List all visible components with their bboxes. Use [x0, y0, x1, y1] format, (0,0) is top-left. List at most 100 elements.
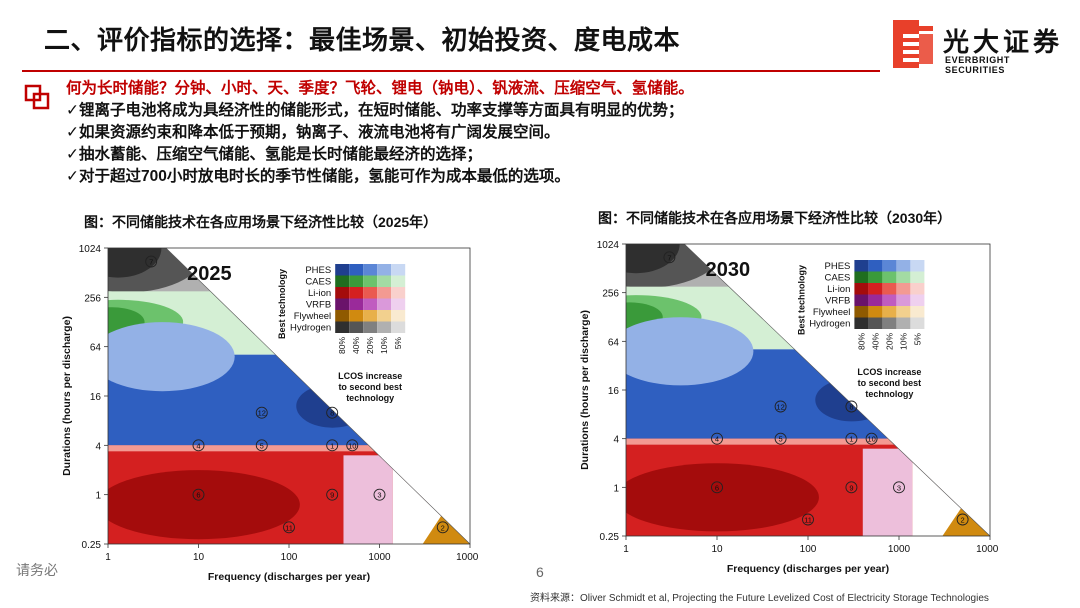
scenario-marker: 6 — [711, 481, 723, 494]
legend-tech-label: Hydrogen — [290, 323, 331, 334]
legend-scale-label: technology — [346, 393, 394, 403]
scenario-marker-label: 6 — [715, 483, 719, 492]
heatmap-regions — [626, 244, 990, 536]
legend-swatch — [363, 298, 378, 310]
scenario-marker-label: 5 — [260, 441, 264, 450]
legend-swatch — [335, 321, 350, 333]
scenario-marker-label: 10 — [867, 435, 875, 444]
x-tick-label: 100 — [281, 552, 298, 563]
scenario-marker: 2 — [436, 521, 449, 534]
legend-swatch — [896, 317, 911, 329]
scenario-marker-circle — [802, 513, 814, 526]
legend-swatch — [910, 271, 925, 283]
scenario-marker: 5 — [774, 432, 787, 445]
legend: Best technology PHESCAESLi-ionVRFBFlywhee… — [277, 264, 406, 403]
scenario-marker-label: 3 — [897, 483, 901, 492]
legend-level-label: 10% — [898, 333, 908, 350]
y-tick-label: 64 — [608, 337, 620, 348]
legend-swatch — [363, 310, 378, 322]
scenario-marker-circle — [255, 406, 268, 419]
y-tick-label: 64 — [90, 343, 102, 354]
legend-level-label: 20% — [884, 333, 894, 350]
chart-caption-2025: 图：不同储能技术在各应用场景下经济性比较（2025年） — [84, 214, 438, 230]
scenario-marker: 6 — [192, 488, 205, 501]
legend-swatch — [854, 317, 869, 329]
legend-swatch — [868, 294, 883, 306]
logo-name-en: EVERBRIGHT SECURITIES — [945, 55, 1011, 75]
scenario-marker-circle — [845, 481, 858, 494]
legend-swatch — [377, 310, 392, 322]
page-number: 6 — [536, 564, 544, 580]
scenario-marker-label: 11 — [804, 516, 812, 525]
legend-swatch — [377, 287, 392, 299]
year-label: 2025 — [187, 263, 232, 285]
legend-swatch — [882, 294, 897, 306]
y-axis-title: Durations (hours per discharge) — [61, 316, 73, 476]
slide-title: 二、评价指标的选择：最佳场景、初始投资、度电成本 — [44, 25, 681, 55]
x-tick-label: 10 — [193, 552, 205, 563]
y-tick-label: 1 — [613, 483, 619, 494]
scenario-marker: 4 — [192, 439, 205, 452]
scenario-marker-circle — [956, 513, 969, 526]
scenario-marker-label: 2 — [961, 516, 965, 525]
legend-tech-label: Li-ion — [308, 288, 331, 299]
scenario-marker: 9 — [326, 488, 339, 501]
scenario-marker-circle — [326, 488, 339, 501]
y-tick-label: 0.25 — [82, 540, 102, 551]
legend-swatch — [391, 287, 406, 299]
chart-2025: 1101001000100000.251416642561024Frequenc… — [61, 244, 478, 583]
legend-tech-label: Flywheel — [294, 311, 332, 322]
scenario-marker-circle — [845, 400, 858, 413]
region-phes-light — [626, 317, 754, 386]
legend-swatch — [882, 260, 897, 272]
scenario-marker: 1 — [326, 439, 339, 452]
heatmap-regions — [108, 248, 470, 544]
title-rule — [22, 70, 880, 72]
scenario-marker: 2 — [956, 513, 969, 526]
scenario-marker-circle — [255, 439, 268, 452]
region-transition — [862, 448, 913, 536]
section-bullet-icon — [24, 84, 50, 110]
legend-swatch — [868, 283, 883, 295]
legend-tech-label: PHES — [825, 261, 851, 272]
scenario-marker-label: 8 — [330, 409, 334, 418]
chart-caption-2030: 图：不同储能技术在各应用场景下经济性比较（2030年） — [598, 210, 952, 226]
legend-swatch — [391, 264, 406, 276]
scenario-marker: 1 — [845, 432, 858, 445]
bullet-item-1: ✓锂离子电池将成为具经济性的储能形式，在短时储能、功率支撑等方面具有明显的优势； — [66, 102, 684, 119]
legend-swatch — [882, 306, 897, 318]
x-axis-title: Frequency (discharges per year) — [727, 563, 889, 575]
scenario-marker-circle — [774, 432, 787, 445]
y-tick-label: 1024 — [79, 244, 102, 255]
legend-swatch — [335, 298, 350, 310]
y-tick-label: 256 — [84, 293, 101, 304]
legend-swatch — [349, 321, 364, 333]
legend-swatch — [868, 260, 883, 272]
legend-swatch — [896, 306, 911, 318]
scenario-marker-circle — [893, 481, 905, 494]
legend-swatch — [868, 317, 883, 329]
legend-tech-label: CAES — [825, 273, 851, 284]
scenario-marker-label: 10 — [348, 441, 356, 450]
x-tick-label: 1 — [105, 552, 111, 563]
scenario-marker-label: 8 — [849, 402, 853, 411]
x-axis-title: Frequency (discharges per year) — [208, 571, 370, 583]
scenario-marker-circle — [436, 521, 449, 534]
scenario-marker-circle — [774, 400, 787, 413]
company-logo: 光大证券 EVERBRIGHT SECURITIES — [893, 20, 1063, 75]
legend-swatch — [868, 306, 883, 318]
region-li-ion-edge — [108, 445, 470, 452]
region-hydrogen-deep — [626, 244, 680, 274]
scenario-marker-label: 1 — [849, 435, 853, 444]
legend-title: Best technology — [796, 265, 806, 335]
chart-2030: 1101001000100000.251416642561024Frequenc… — [579, 240, 998, 575]
legend-swatch — [910, 260, 925, 272]
legend-title: Best technology — [277, 269, 287, 339]
legend-level-label: 80% — [856, 333, 866, 350]
x-tick-label: 10 — [711, 544, 723, 555]
scenario-marker-circle — [373, 488, 386, 501]
legend-swatch — [854, 306, 869, 318]
scenario-marker: 3 — [373, 488, 386, 501]
scenario-marker-circle — [283, 521, 295, 534]
frontier-line — [684, 243, 991, 537]
